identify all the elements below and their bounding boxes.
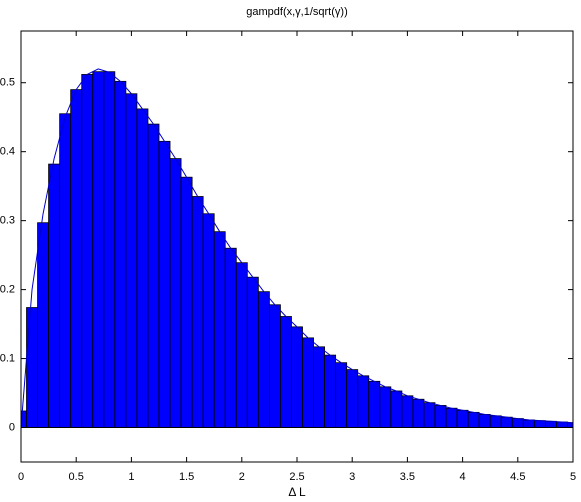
bar bbox=[379, 386, 392, 428]
bar bbox=[125, 93, 138, 428]
bar bbox=[81, 74, 94, 428]
bar bbox=[456, 409, 469, 428]
x-tick-label: 3 bbox=[349, 471, 355, 483]
bar bbox=[335, 362, 348, 428]
bar bbox=[545, 420, 557, 428]
x-axis-label: Δ L bbox=[288, 485, 306, 499]
bar bbox=[346, 369, 359, 428]
y-tick-label: 0.2 bbox=[0, 284, 15, 296]
bar bbox=[445, 407, 458, 428]
bar bbox=[235, 262, 248, 428]
x-tick-label: 2 bbox=[239, 471, 245, 483]
bar bbox=[368, 380, 381, 428]
bar bbox=[59, 113, 72, 428]
bar bbox=[423, 402, 436, 428]
bar bbox=[357, 375, 370, 428]
y-tick-label: 0.4 bbox=[0, 146, 15, 158]
x-tick-label: 4.5 bbox=[510, 471, 525, 483]
bar bbox=[257, 291, 270, 428]
bar bbox=[136, 108, 149, 428]
bar bbox=[158, 140, 171, 428]
y-tick-label: 0.5 bbox=[0, 77, 15, 89]
bar bbox=[92, 71, 105, 428]
y-tick-label: 0.3 bbox=[0, 215, 15, 227]
chart-title: gampdf(x,γ,1/sqrt(γ)) bbox=[246, 6, 347, 18]
x-tick-label: 0 bbox=[18, 471, 24, 483]
bar bbox=[324, 354, 337, 428]
bar bbox=[191, 196, 204, 428]
x-tick-label: 3.5 bbox=[400, 471, 415, 483]
bar bbox=[169, 158, 182, 428]
x-tick-label: 1 bbox=[128, 471, 134, 483]
bar bbox=[103, 71, 116, 428]
bar bbox=[511, 418, 524, 428]
pdf-line bbox=[21, 68, 573, 428]
bar bbox=[202, 213, 215, 428]
bar bbox=[37, 222, 50, 428]
bar bbox=[147, 123, 160, 428]
bar bbox=[268, 304, 281, 428]
bar bbox=[434, 405, 447, 428]
bar bbox=[114, 80, 127, 428]
y-tick-label: 0.1 bbox=[0, 352, 15, 364]
bar bbox=[313, 346, 325, 428]
bar bbox=[180, 176, 193, 428]
bar bbox=[556, 421, 568, 428]
bar bbox=[467, 411, 480, 428]
bar bbox=[291, 326, 303, 428]
y-tick-label: 0 bbox=[9, 421, 15, 433]
bar bbox=[280, 316, 292, 428]
bar bbox=[246, 276, 259, 428]
plot-area bbox=[21, 68, 573, 429]
bar bbox=[302, 337, 314, 428]
bar bbox=[522, 419, 535, 428]
bar bbox=[412, 398, 425, 428]
bar bbox=[401, 395, 414, 428]
x-tick-label: 0.5 bbox=[69, 471, 84, 483]
bar bbox=[390, 390, 403, 428]
bar bbox=[224, 247, 237, 428]
x-tick-label: 4 bbox=[460, 471, 466, 483]
bar bbox=[533, 420, 546, 428]
bar bbox=[478, 414, 491, 428]
bar bbox=[500, 416, 513, 428]
x-tick-label: 2.5 bbox=[289, 471, 304, 483]
bar bbox=[70, 89, 83, 428]
x-tick-label: 5 bbox=[570, 471, 576, 483]
bar bbox=[489, 415, 502, 428]
bar bbox=[26, 307, 38, 428]
x-tick-label: 1.5 bbox=[179, 471, 194, 483]
bar bbox=[213, 231, 226, 428]
bar bbox=[48, 163, 61, 428]
